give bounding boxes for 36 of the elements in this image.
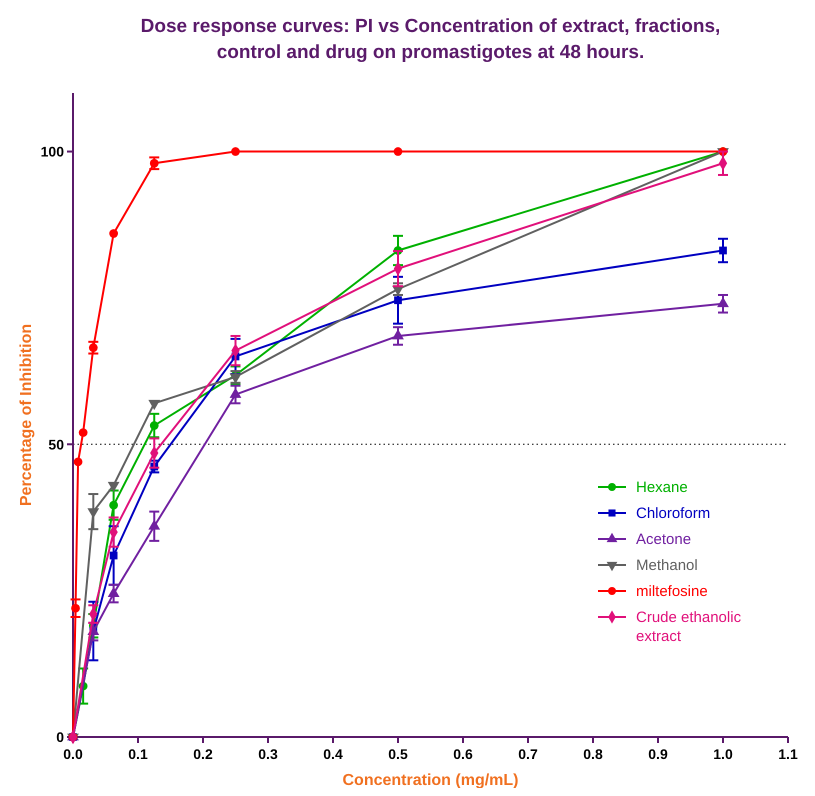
x-tick-label: 0.2: [193, 746, 213, 762]
y-tick-label: 50: [48, 436, 64, 452]
point: [71, 604, 80, 613]
legend-label: Hexane: [636, 479, 688, 496]
point: [231, 147, 240, 156]
y-tick-label: 100: [40, 144, 64, 160]
point: [394, 296, 402, 304]
legend-label: Acetone: [636, 531, 692, 548]
point: [109, 500, 118, 510]
x-tick-label: 0.4: [323, 746, 343, 762]
x-tick-label: 1.1: [778, 746, 798, 762]
x-tick-label: 1.0: [713, 746, 733, 762]
point: [394, 147, 402, 156]
x-tick-label: 0.0: [63, 746, 83, 762]
point: [78, 428, 88, 437]
x-tick-label: 0.6: [453, 746, 473, 762]
point: [719, 246, 727, 254]
x-tick-label: 0.1: [128, 746, 148, 762]
legend-label: Chloroform: [636, 505, 710, 522]
point: [88, 343, 98, 352]
y-axis-title: Percentage of Inhibition: [18, 324, 35, 506]
point: [74, 457, 82, 466]
point: [150, 158, 159, 168]
legend-label: Methanol: [636, 557, 698, 574]
legend-label: miltefosine: [636, 583, 708, 600]
x-tick-label: 0.8: [583, 746, 603, 762]
chart-title: Dose response curves: PI vs Concentration of extract, fractions, control and drug on promastigotes at 48 hours.: [140, 16, 720, 63]
x-tick-label: 0.3: [258, 746, 278, 762]
point: [109, 229, 118, 238]
y-tick-label: 0: [56, 729, 64, 745]
point: [150, 421, 159, 430]
x-tick-label: 0.9: [648, 746, 668, 762]
legend-label: Crude ethanolic extract: [636, 609, 742, 645]
point: [110, 552, 118, 560]
x-tick-label: 0.7: [518, 746, 538, 762]
x-tick-label: 0.5: [388, 746, 408, 762]
